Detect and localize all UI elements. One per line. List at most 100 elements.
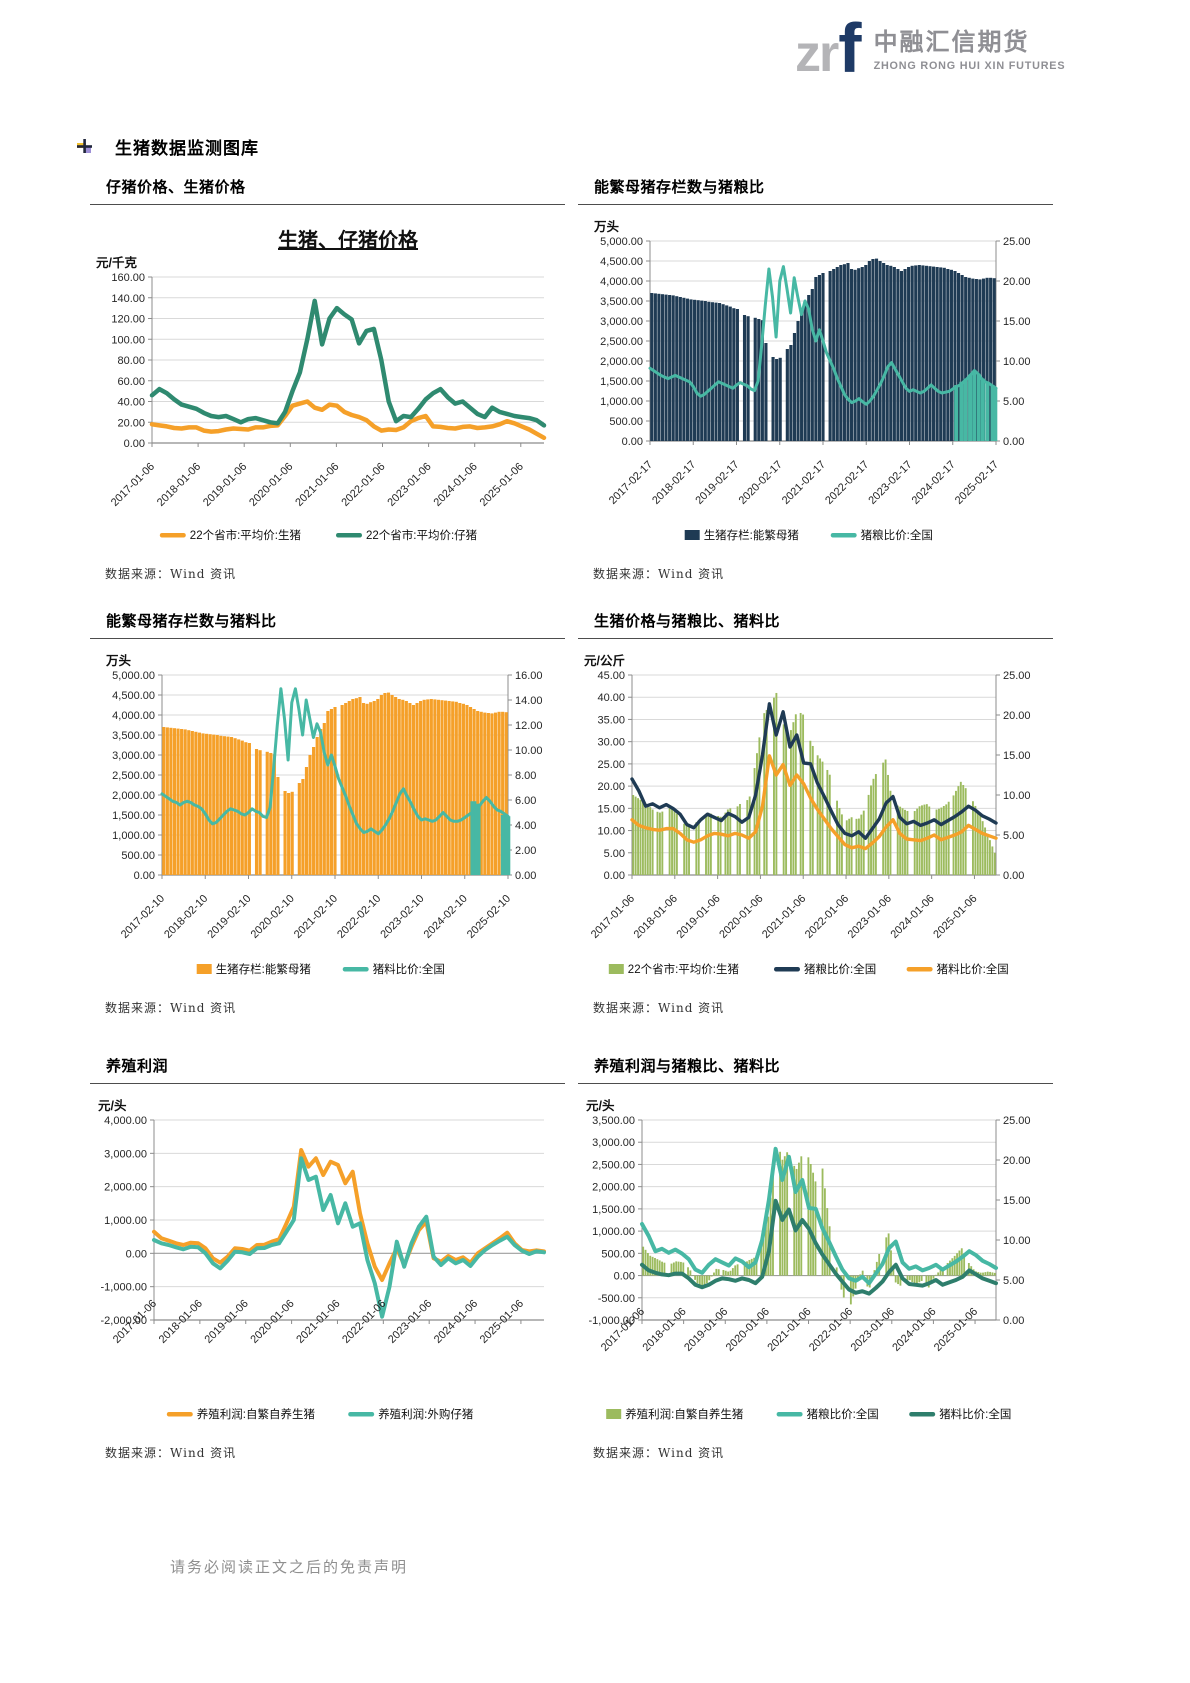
svg-text:2017-01-06: 2017-01-06 [589, 893, 637, 941]
svg-text:20.00: 20.00 [117, 417, 145, 429]
svg-text:0.00: 0.00 [126, 1248, 147, 1260]
svg-text:10.00: 10.00 [1003, 356, 1031, 368]
svg-text:40.00: 40.00 [117, 397, 145, 409]
chart-sow-inventory-hog-grain-ratio: 0.00 500.00 1,000.00 1,500.00 2,000.00 2,500.… [593, 219, 1031, 542]
svg-text:25.00: 25.00 [1003, 1115, 1031, 1127]
svg-text:2017-01-06: 2017-01-06 [109, 461, 157, 509]
svg-text:500.00: 500.00 [121, 850, 155, 862]
svg-text:-1,000.00: -1,000.00 [589, 1315, 635, 1327]
panel-sow-inventory-hog-feed-ratio: 能繁母猪存栏数与猪料比 0.00 500.00 1,000.00 1,500.00 2,… [90, 610, 565, 1016]
logo-zrf-mark: zr f [795, 13, 862, 83]
svg-text:0.00: 0.00 [1003, 1315, 1024, 1327]
chart-sow-inventory-hog-feed-ratio: 0.00 500.00 1,000.00 1,500.00 2,000.00 2,500.… [105, 653, 543, 976]
svg-text:2023-01-06: 2023-01-06 [385, 461, 433, 509]
svg-text:养殖利润:自繁自养生猪: 养殖利润:自繁自养生猪 [197, 1407, 316, 1421]
svg-text:2019-01-06: 2019-01-06 [674, 893, 722, 941]
svg-text:5.00: 5.00 [604, 848, 625, 860]
svg-text:2,000.00: 2,000.00 [112, 790, 155, 802]
chart-breeding-profit-ratios: -1,000.00 -500.00 0.00 500.00 1,000.00 1,500.… [586, 1098, 1031, 1421]
svg-text:6.00: 6.00 [515, 795, 536, 807]
svg-text:4,000.00: 4,000.00 [600, 276, 643, 288]
svg-text:0.00: 0.00 [134, 870, 155, 882]
svg-text:元/千克: 元/千克 [96, 255, 137, 270]
svg-text:2018-02-10: 2018-02-10 [162, 893, 210, 941]
svg-text:元/公斤: 元/公斤 [584, 653, 625, 668]
svg-text:0.00: 0.00 [1003, 870, 1024, 882]
svg-text:2024-01-06: 2024-01-06 [890, 1306, 938, 1354]
svg-text:2020-01-06: 2020-01-06 [247, 461, 295, 509]
svg-text:100.00: 100.00 [111, 334, 145, 346]
panel-breeding-profit: 养殖利润 -2,000.00 -1,000.00 0.00 1,000.00 2,000… [90, 1055, 565, 1461]
svg-text:2019-01-06: 2019-01-06 [682, 1306, 730, 1354]
svg-text:2019-01-06: 2019-01-06 [201, 461, 249, 509]
svg-text:10.00: 10.00 [1003, 1235, 1031, 1247]
panel-title: 能繁母猪存栏数与猪料比 [90, 610, 565, 639]
svg-text:2021-01-06: 2021-01-06 [765, 1306, 813, 1354]
svg-text:5,000.00: 5,000.00 [600, 236, 643, 248]
svg-text:1,000.00: 1,000.00 [592, 1226, 635, 1238]
section-bullet-icon [77, 139, 92, 153]
svg-text:500.00: 500.00 [601, 1248, 635, 1260]
panel-title: 生猪价格与猪粮比、猪料比 [578, 610, 1053, 639]
chart-piglet-hog-price: 0.00 20.00 40.00 60.00 80.00 100.00 120.00 140.… [96, 228, 547, 542]
svg-text:3,000.00: 3,000.00 [592, 1137, 635, 1149]
svg-text:2023-02-10: 2023-02-10 [378, 893, 426, 941]
svg-text:2025-01-06: 2025-01-06 [932, 1306, 980, 1354]
svg-text:15.00: 15.00 [1003, 316, 1031, 328]
svg-text:2,500.00: 2,500.00 [600, 336, 643, 348]
svg-text:2023-01-06: 2023-01-06 [386, 1298, 434, 1346]
svg-text:2025-02-17: 2025-02-17 [953, 459, 1001, 507]
svg-text:2025-02-10: 2025-02-10 [465, 893, 513, 941]
svg-text:2022-01-06: 2022-01-06 [803, 893, 851, 941]
svg-text:5,000.00: 5,000.00 [112, 670, 155, 682]
svg-text:20.00: 20.00 [597, 781, 625, 793]
svg-text:15.00: 15.00 [597, 803, 625, 815]
svg-text:猪料比价:全国: 猪料比价:全国 [373, 962, 445, 976]
svg-text:2022-02-10: 2022-02-10 [335, 893, 383, 941]
svg-text:25.00: 25.00 [1003, 236, 1031, 248]
svg-text:3,000.00: 3,000.00 [600, 316, 643, 328]
svg-text:1,500.00: 1,500.00 [592, 1204, 635, 1216]
svg-text:30.00: 30.00 [597, 737, 625, 749]
svg-text:20.00: 20.00 [1003, 1155, 1031, 1167]
svg-text:4,500.00: 4,500.00 [600, 256, 643, 268]
svg-text:4,000.00: 4,000.00 [112, 710, 155, 722]
svg-text:22个省市:平均价:仔猪: 22个省市:平均价:仔猪 [366, 528, 478, 542]
svg-text:猪粮比价:全国: 猪粮比价:全国 [807, 1407, 879, 1421]
svg-text:3,500.00: 3,500.00 [112, 730, 155, 742]
svg-text:养殖利润:外购仔猪: 养殖利润:外购仔猪 [378, 1407, 474, 1421]
svg-text:10.00: 10.00 [1003, 790, 1031, 802]
svg-text:2022-01-06: 2022-01-06 [340, 1298, 388, 1346]
svg-text:2024-01-06: 2024-01-06 [888, 893, 936, 941]
svg-text:1,500.00: 1,500.00 [112, 810, 155, 822]
svg-text:0.00: 0.00 [622, 436, 643, 448]
disclaimer-note: 请务必阅读正文之后的免责声明 [170, 1558, 409, 1576]
data-source: 数据来源：Wind 资讯 [593, 1446, 725, 1460]
section-heading: 生猪数据监测图库 [76, 134, 259, 159]
svg-text:25.00: 25.00 [597, 759, 625, 771]
svg-text:元/头: 元/头 [586, 1098, 615, 1113]
data-source: 数据来源：Wind 资讯 [593, 1001, 725, 1015]
svg-text:1,000.00: 1,000.00 [600, 396, 643, 408]
svg-text:35.00: 35.00 [597, 714, 625, 726]
panel-title: 养殖利润 [90, 1055, 565, 1084]
svg-text:2025-01-06: 2025-01-06 [931, 893, 979, 941]
svg-text:元/头: 元/头 [98, 1098, 127, 1113]
svg-text:-500.00: -500.00 [598, 1293, 635, 1305]
svg-text:0.00: 0.00 [515, 870, 536, 882]
svg-text:20.00: 20.00 [1003, 710, 1031, 722]
svg-text:2017-02-17: 2017-02-17 [607, 459, 655, 507]
svg-text:20.00: 20.00 [1003, 276, 1031, 288]
svg-text:猪料比价:全国: 猪料比价:全国 [939, 1407, 1011, 1421]
svg-text:1,000.00: 1,000.00 [104, 1215, 147, 1227]
brand-name-cn: 中融汇信期货 [873, 29, 1030, 56]
svg-text:2025-01-06: 2025-01-06 [478, 461, 526, 509]
panel-title: 养殖利润与猪粮比、猪料比 [578, 1055, 1053, 1084]
brand-name-en: ZHONG RONG HUI XIN FUTURES [873, 60, 1066, 72]
svg-text:2021-01-06: 2021-01-06 [760, 893, 808, 941]
svg-text:45.00: 45.00 [597, 670, 625, 682]
svg-text:万头: 万头 [593, 219, 620, 234]
svg-text:2020-02-17: 2020-02-17 [737, 459, 785, 507]
svg-text:3,000.00: 3,000.00 [104, 1148, 147, 1160]
svg-text:0.00: 0.00 [604, 870, 625, 882]
